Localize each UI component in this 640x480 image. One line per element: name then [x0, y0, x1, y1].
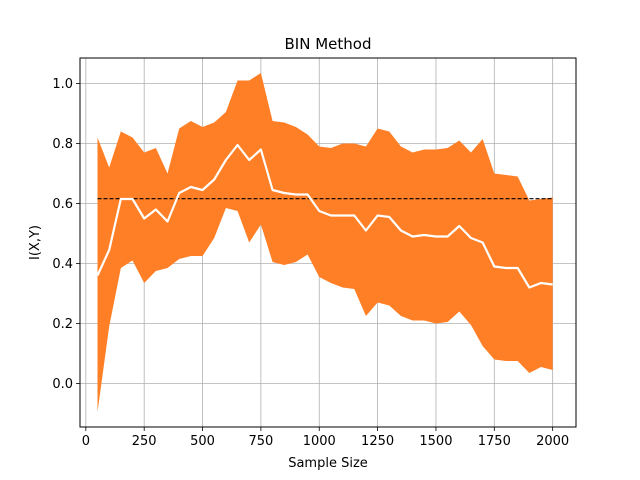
chart-title: BIN Method — [285, 35, 372, 53]
ticks: 0 250 500 750 1000 1250 1500 1750 2000 0.0 0.2 0.4 0… — [52, 77, 569, 449]
x-axis-label: Sample Size — [288, 456, 368, 471]
x-tick-label: 0 — [82, 434, 90, 449]
x-tick-label: 1000 — [303, 434, 336, 449]
y-tick-label: 1.0 — [52, 77, 73, 92]
x-tick-label: 250 — [132, 434, 157, 449]
mean-line — [96, 143, 553, 289]
y-axis-label: I(X,Y) — [28, 225, 43, 260]
confidence-band — [97, 73, 553, 412]
y-tick-label: 0.6 — [52, 197, 73, 212]
mean-layer — [96, 143, 553, 289]
plot-frame — [79, 57, 577, 428]
y-tick-label: 0.8 — [52, 137, 73, 152]
x-tick-label: 1750 — [478, 434, 511, 449]
x-tick-label: 1500 — [419, 434, 452, 449]
y-tick-label: 0.0 — [52, 377, 73, 392]
y-tick-label: 0.4 — [52, 257, 73, 272]
x-tick-label: 750 — [248, 434, 273, 449]
y-tick-label: 0.2 — [52, 317, 73, 332]
band-layer — [97, 73, 553, 412]
x-tick-label: 500 — [190, 434, 215, 449]
x-tick-label: 1250 — [361, 434, 394, 449]
x-tick-label: 2000 — [536, 434, 569, 449]
